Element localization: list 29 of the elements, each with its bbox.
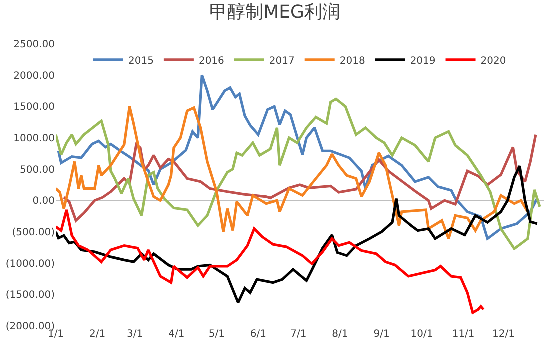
- x-tick-label: 7/1: [290, 329, 307, 340]
- y-tick-label: (500.00): [12, 228, 56, 238]
- x-tick-label: 5/1: [208, 329, 225, 340]
- y-tick-label: 1000.00: [14, 134, 55, 144]
- line-series: [56, 208, 485, 314]
- x-tick-label: 3/1: [127, 329, 144, 340]
- legend-label: 2016: [198, 56, 224, 67]
- chart-title: 甲醇制MEG利润: [210, 2, 340, 23]
- legend-label: 2019: [410, 56, 436, 67]
- x-tick-label: 8/1: [332, 329, 348, 340]
- x-tick-label: 10/1: [410, 329, 434, 340]
- line-series: [56, 164, 539, 304]
- y-tick-label: (1000.00): [6, 258, 56, 270]
- legend-label: 2020: [480, 56, 506, 67]
- y-tick-label: 2500.00: [14, 40, 55, 50]
- x-tick-label: 9/1: [374, 329, 390, 340]
- y-tick-label: 0.00: [32, 196, 55, 208]
- y-tick-label: 500.00: [20, 164, 55, 176]
- x-tick-label: 11/1: [452, 329, 475, 340]
- y-tick-label: (1500.00): [6, 290, 56, 302]
- x-tick-label: 4/1: [168, 329, 185, 340]
- y-tick-label: 2000.00: [14, 70, 55, 82]
- x-tick-label: 2/1: [90, 329, 106, 340]
- x-tick-label: 12/1: [492, 329, 516, 340]
- x-tick-label: 6/1: [250, 329, 266, 340]
- legend-label: 2017: [269, 56, 295, 67]
- legend-label: 2018: [340, 56, 366, 67]
- y-tick-label: 1500.00: [14, 102, 55, 114]
- legend-label: 2015: [128, 56, 154, 67]
